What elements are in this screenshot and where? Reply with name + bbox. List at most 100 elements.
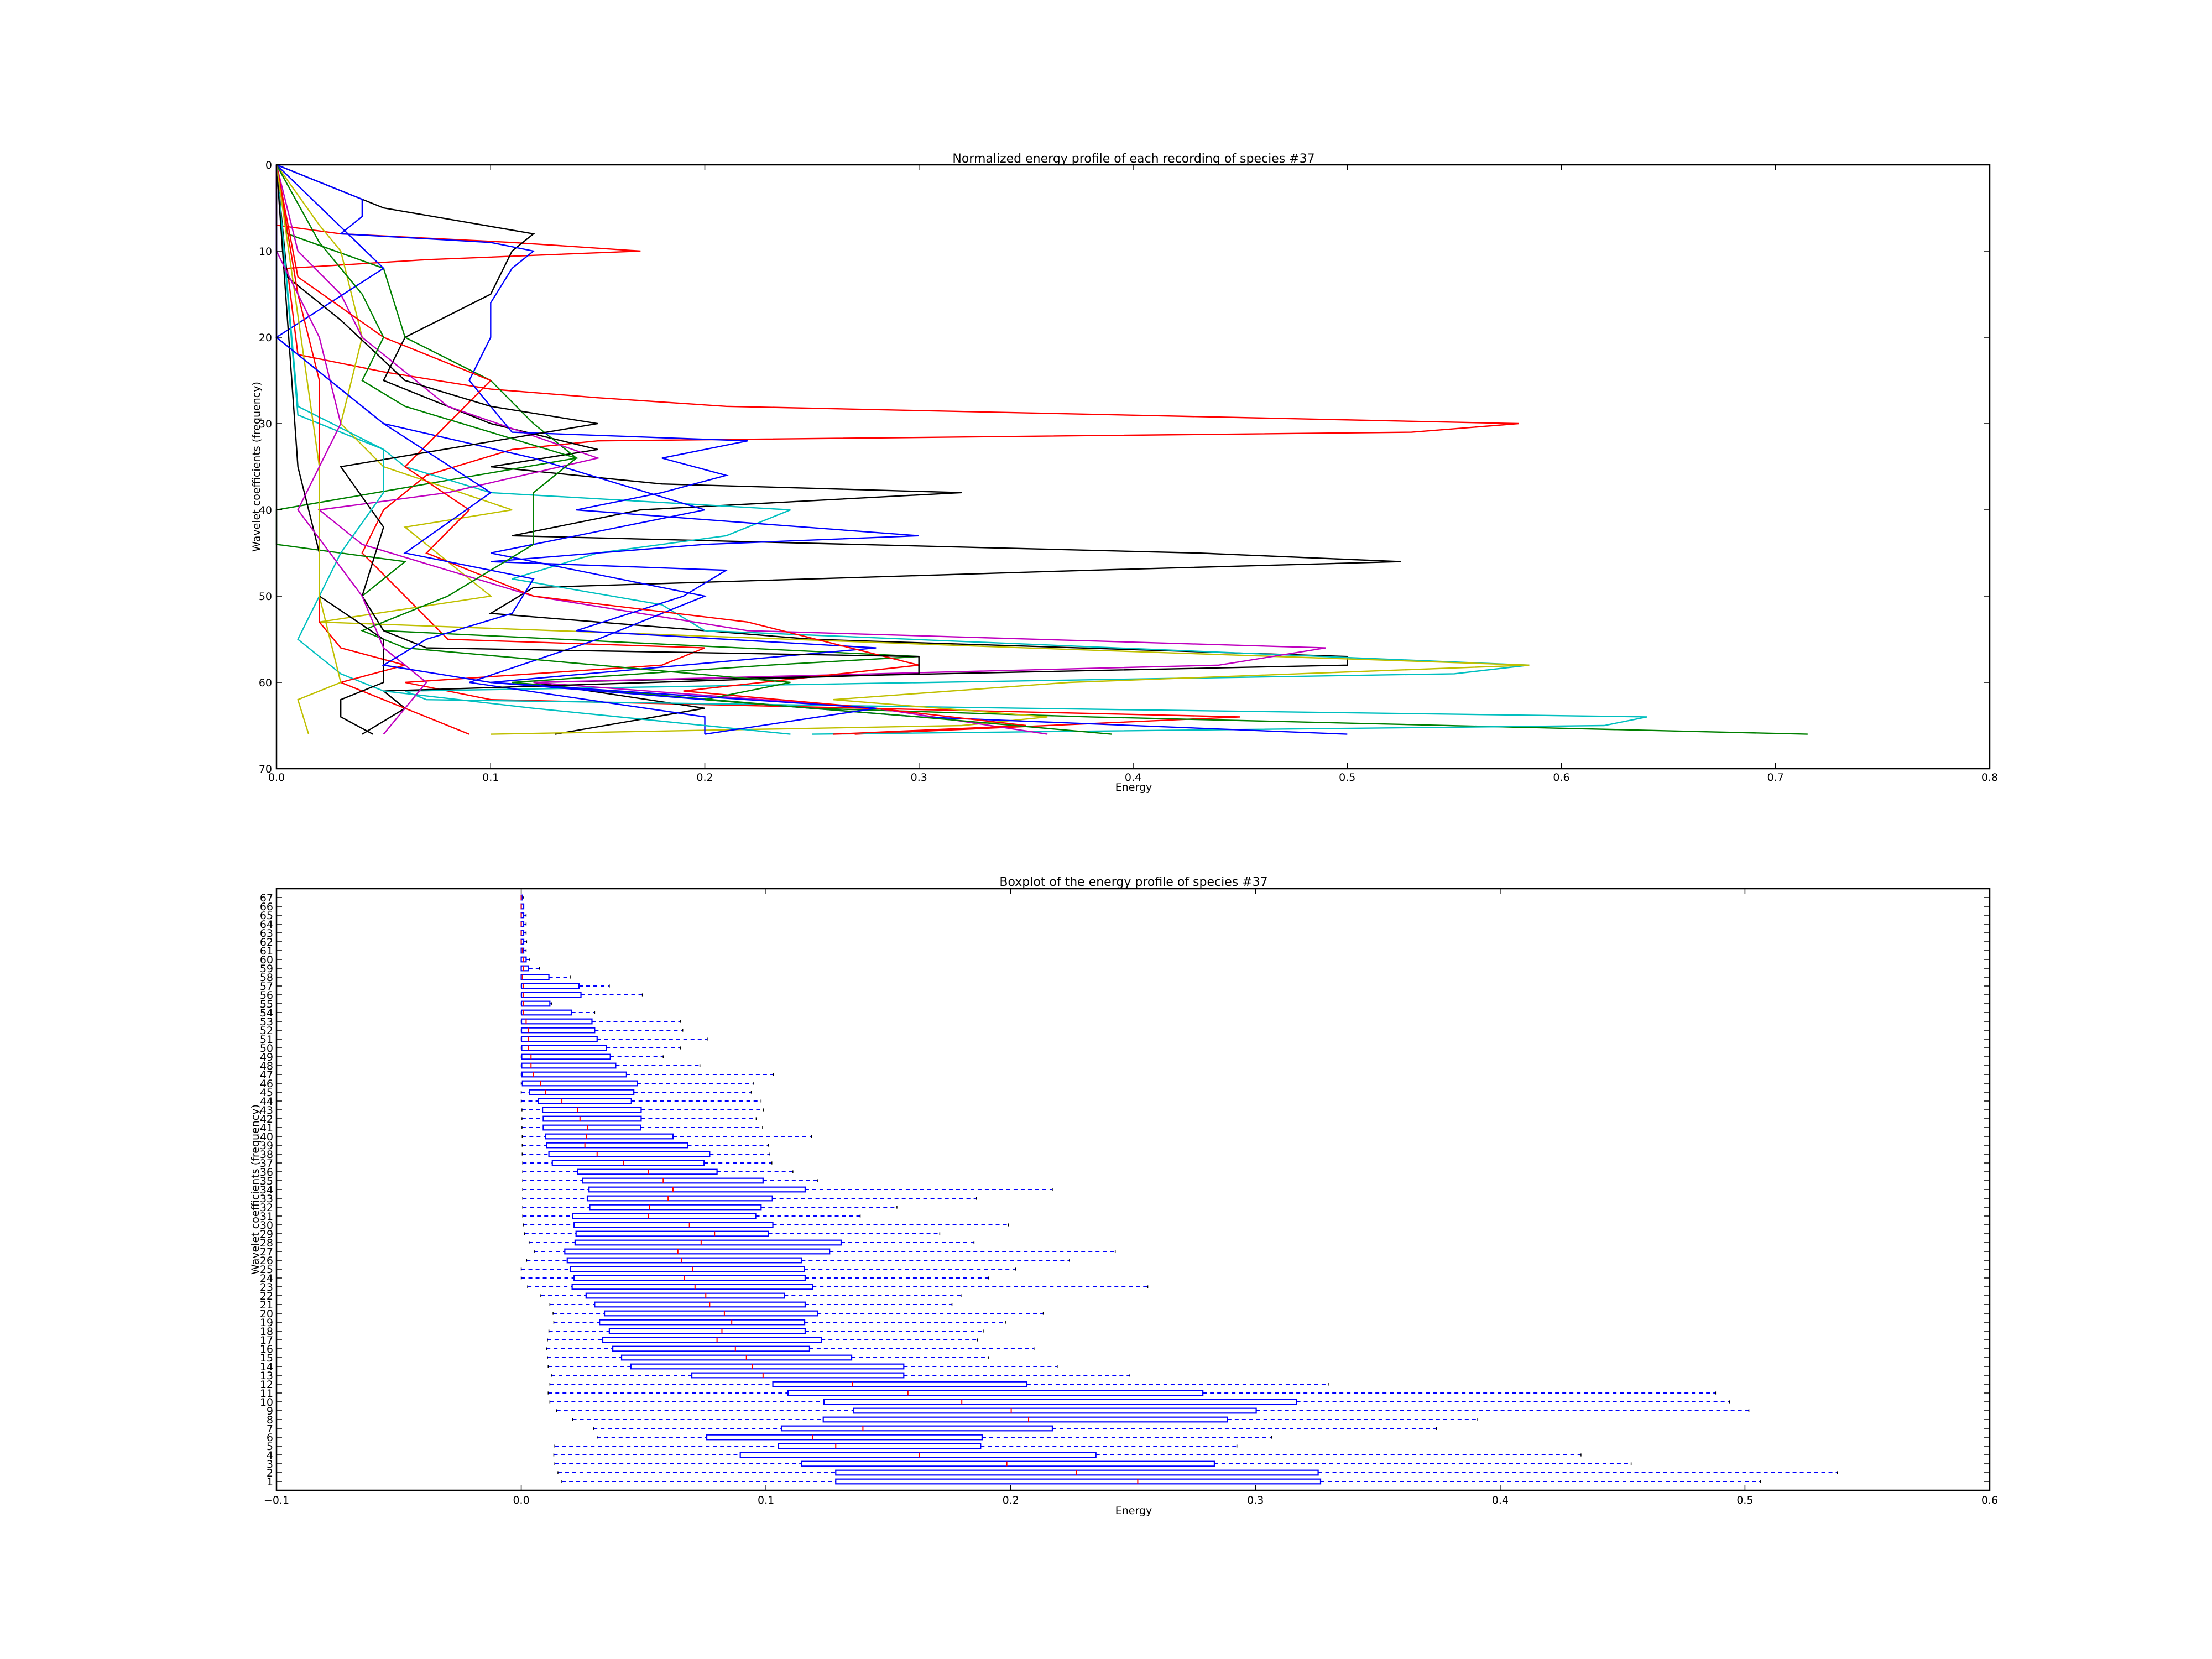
x-tick-label: 0.3 — [911, 771, 927, 784]
iqr-box — [585, 1292, 785, 1299]
x-tick-label: 0.7 — [1767, 771, 1784, 784]
box-coefficient-13 — [551, 1372, 1130, 1379]
y-tick-label: 5 — [267, 1441, 273, 1453]
iqr-box — [541, 1107, 642, 1113]
box-coefficient-46 — [520, 1080, 754, 1087]
y-tick-label: 1 — [267, 1476, 273, 1488]
box-coefficient-26 — [526, 1257, 1070, 1264]
box-coefficient-29 — [524, 1230, 941, 1237]
iqr-box — [573, 1275, 806, 1281]
iqr-box — [521, 1053, 611, 1060]
box-coefficient-58 — [520, 974, 571, 980]
line-chart-title: Normalized energy profile of each record… — [952, 152, 1314, 166]
box-coefficient-11 — [547, 1390, 1717, 1396]
series-line-recording-10 — [275, 164, 920, 735]
y-tick-label: 55 — [260, 998, 273, 1010]
y-tick-label: 35 — [260, 1175, 273, 1187]
box-coefficient-39 — [521, 1142, 769, 1149]
iqr-box — [594, 1301, 806, 1308]
y-tick-label: 40 — [259, 504, 272, 517]
series-line-recording-9 — [275, 164, 1026, 735]
y-tick-label: 62 — [260, 936, 273, 948]
iqr-box — [520, 1009, 572, 1016]
x-tick-label: 0.5 — [1339, 771, 1355, 784]
box-coefficient-33 — [522, 1195, 977, 1202]
iqr-box — [577, 1168, 718, 1175]
box-coefficient-52 — [520, 1027, 684, 1034]
iqr-box — [612, 1345, 811, 1352]
iqr-box — [545, 1133, 674, 1140]
iqr-box — [520, 1027, 596, 1034]
y-tick-label: 9 — [267, 1405, 273, 1417]
box-coefficient-4 — [553, 1452, 1582, 1458]
x-tick-label: 0.2 — [1003, 1494, 1019, 1506]
box-coefficient-1 — [561, 1478, 1761, 1485]
y-tick-label: 16 — [260, 1343, 273, 1355]
y-tick-label: 2 — [267, 1467, 273, 1479]
box-coefficient-43 — [521, 1107, 764, 1113]
series-line-recording-7 — [276, 164, 1348, 735]
boxplot-title: Boxplot of the energy profile of species… — [999, 875, 1267, 889]
box-coefficient-47 — [520, 1071, 774, 1078]
box-coefficient-8 — [572, 1416, 1478, 1423]
y-tick-label: 61 — [260, 945, 273, 957]
box-coefficient-30 — [523, 1222, 1009, 1228]
series-line-recording-17 — [275, 165, 877, 735]
iqr-box — [542, 1115, 642, 1122]
y-tick-label: 21 — [260, 1299, 273, 1311]
series-line-recording-16 — [275, 165, 427, 735]
box-coefficient-49 — [520, 1053, 664, 1060]
box-coefficient-17 — [547, 1337, 978, 1343]
box-coefficient-67 — [520, 894, 524, 901]
y-tick-label: 63 — [260, 927, 273, 940]
box-coefficient-2 — [557, 1469, 1838, 1476]
box-coefficient-57 — [520, 983, 610, 989]
iqr-box — [548, 1151, 711, 1157]
box-coefficient-36 — [522, 1168, 794, 1175]
series-line-recording-1 — [275, 165, 1519, 735]
box-coefficient-60 — [520, 956, 530, 963]
iqr-box — [542, 1124, 641, 1131]
y-tick-label: 41 — [260, 1122, 273, 1134]
y-tick-label: 29 — [260, 1228, 273, 1240]
iqr-box — [801, 1460, 1215, 1467]
box-coefficient-51 — [520, 1036, 708, 1042]
y-tick-label: 50 — [259, 591, 272, 603]
x-tick-label: 0.2 — [696, 771, 713, 784]
y-tick-label: 46 — [260, 1078, 273, 1090]
series-line-recording-8 — [275, 164, 707, 734]
box-coefficient-18 — [548, 1328, 984, 1334]
y-tick-label: 49 — [260, 1051, 273, 1063]
y-tick-label: 60 — [259, 677, 272, 689]
iqr-box — [588, 1186, 806, 1193]
box-coefficient-16 — [546, 1345, 1035, 1352]
y-tick-label: 51 — [260, 1034, 273, 1046]
y-tick-label: 48 — [260, 1060, 273, 1072]
box-coefficient-6 — [597, 1434, 1272, 1441]
box-coefficient-59 — [520, 965, 540, 972]
box-coefficient-63 — [520, 930, 527, 936]
box-coefficient-48 — [520, 1062, 701, 1069]
y-tick-label: 12 — [260, 1379, 273, 1391]
box-coefficient-15 — [547, 1354, 989, 1361]
iqr-box — [520, 965, 529, 972]
y-tick-label: 70 — [259, 763, 272, 775]
box-coefficient-14 — [547, 1363, 1058, 1370]
iqr-box — [564, 1248, 831, 1255]
y-tick-label: 6 — [267, 1432, 273, 1444]
y-tick-label: 33 — [260, 1193, 273, 1205]
y-tick-label: 60 — [260, 954, 273, 966]
y-tick-label: 34 — [260, 1184, 273, 1196]
x-tick-label: 0.5 — [1736, 1494, 1753, 1506]
iqr-box — [529, 1089, 635, 1095]
iqr-box — [521, 1071, 627, 1078]
box-coefficient-45 — [520, 1089, 752, 1095]
y-tick-label: 20 — [260, 1308, 273, 1320]
box-coefficient-37 — [522, 1160, 773, 1166]
y-tick-label: 59 — [260, 963, 273, 975]
iqr-box — [739, 1452, 1097, 1458]
box-coefficient-23 — [527, 1284, 1149, 1290]
iqr-box — [538, 1098, 632, 1104]
box-coefficient-50 — [520, 1045, 681, 1051]
